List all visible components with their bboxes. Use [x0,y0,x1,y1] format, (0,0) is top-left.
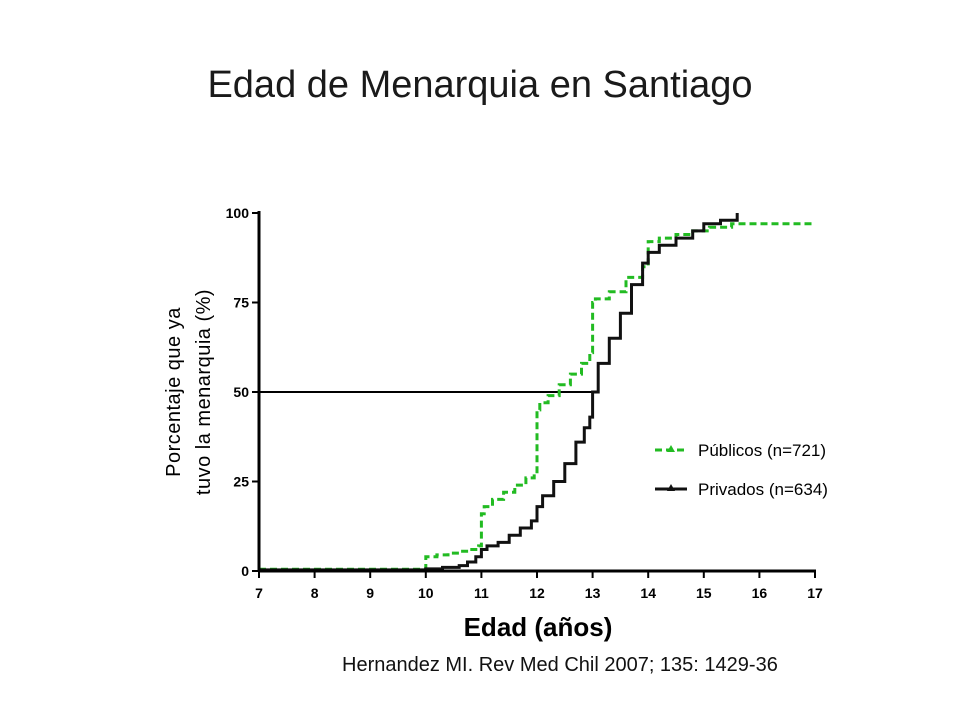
x-tick-label-17: 17 [807,585,823,601]
legend-marker-privados [667,484,675,491]
series-layer [259,213,815,572]
x-tick-label-14: 14 [640,585,656,601]
y-axis-title-line1: Porcentaje que ya [163,307,185,477]
slide-title: Edad de Menarquia en Santiago [207,64,753,106]
x-tick-label-11: 11 [474,585,489,601]
x-tick-label-15: 15 [696,585,712,601]
legend-label-privados: Privados (n=634) [698,480,828,499]
x-tick-label-13: 13 [585,585,601,601]
legend-item-privados: Privados (n=634) [655,480,828,499]
y-tick-label-25: 25 [233,474,249,490]
x-tick-label-8: 8 [311,585,319,601]
series-line-publicos [259,222,815,571]
y-tick-label-0: 0 [241,563,249,579]
y-axis-title-line2: tuvo la menarquia (%) [193,289,215,495]
x-axis-title: Edad (años) [464,612,613,642]
axis-layer: 7 8 9 10 11 12 13 14 15 16 17 0 25 50 75 100 [226,205,823,601]
legend-label-publicos: Públicos (n=721) [698,441,826,460]
x-tick-label-12: 12 [529,585,545,601]
legend: Públicos (n=721) Privados (n=634) [655,441,828,499]
legend-marker-publicos [667,445,675,452]
x-tick-label-10: 10 [418,585,434,601]
x-tick-label-7: 7 [255,585,263,601]
citation: Hernandez MI. Rev Med Chil 2007; 135: 14… [342,654,778,676]
y-tick-label-50: 50 [233,384,249,400]
series-line-privados [259,213,739,572]
y-tick-label-100: 100 [226,205,250,221]
x-tick-label-16: 16 [752,585,768,601]
legend-item-publicos: Públicos (n=721) [655,441,826,460]
y-tick-label-75: 75 [233,295,249,311]
x-tick-label-9: 9 [366,585,374,601]
